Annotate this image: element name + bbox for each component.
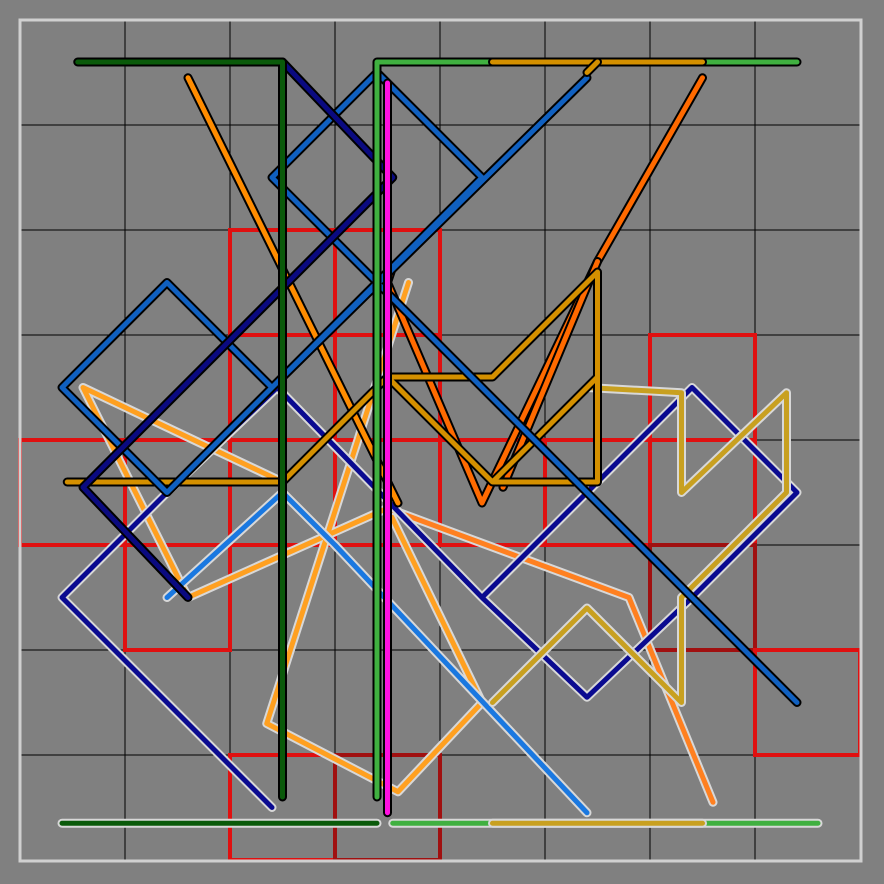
game-board[interactable] (0, 0, 884, 884)
board-svg[interactable] (0, 0, 884, 884)
